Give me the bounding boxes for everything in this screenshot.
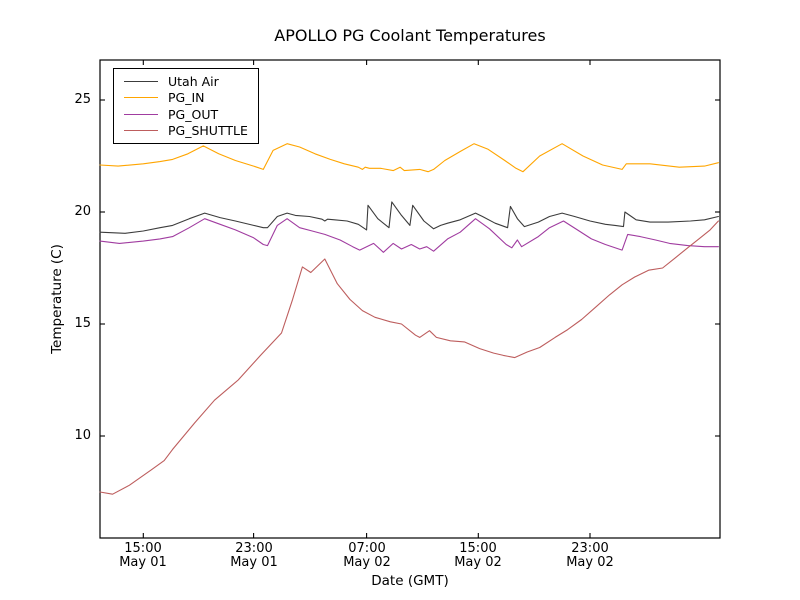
x-tick-time: 23:00 (235, 541, 273, 556)
x-tick-date: May 02 (343, 554, 391, 570)
legend-item-utah-air: Utah Air (124, 73, 248, 90)
series-line-pg-shuttle (99, 220, 719, 495)
legend-line-sample (124, 113, 158, 115)
y-tick-label: 20 (74, 204, 91, 219)
y-tick-label: 10 (74, 428, 91, 443)
x-tick-label: 15:00 May 02 (433, 542, 523, 569)
legend-label: Utah Air (168, 73, 219, 89)
legend-line-sample (124, 80, 158, 82)
legend: Utah Air PG_IN PG_OUT PG_SHUTTLE (113, 68, 259, 144)
x-tick-date: May 02 (454, 554, 502, 570)
chart-title: APOLLO PG Coolant Temperatures (274, 26, 546, 45)
legend-label: PG_SHUTTLE (168, 123, 248, 139)
series-line-utah-air (99, 201, 719, 234)
x-tick-time: 23:00 (571, 541, 609, 556)
y-tick-label: 25 (74, 92, 91, 107)
x-tick-label: 23:00 May 01 (209, 542, 299, 569)
x-tick-time: 15:00 (459, 541, 497, 556)
x-tick-time: 15:00 (124, 541, 162, 556)
x-tick-time: 07:00 (348, 541, 386, 556)
legend-label: PG_IN (168, 90, 205, 106)
x-tick-label: 23:00 May 02 (545, 542, 635, 569)
x-tick-label: 07:00 May 02 (322, 542, 412, 569)
legend-line-sample (124, 97, 158, 99)
x-tick-date: May 01 (119, 554, 167, 570)
series-line-pg-in (99, 143, 719, 173)
y-tick-label: 15 (74, 316, 91, 331)
y-axis-label: Temperature (C) (49, 244, 65, 354)
legend-item-pg-shuttle: PG_SHUTTLE (124, 123, 248, 140)
legend-label: PG_OUT (168, 106, 219, 122)
legend-line-sample (124, 130, 158, 132)
x-tick-date: May 01 (230, 554, 278, 570)
legend-item-pg-in: PG_IN (124, 90, 248, 107)
legend-item-pg-out: PG_OUT (124, 106, 248, 123)
series-line-pg-out (99, 218, 719, 253)
x-tick-date: May 02 (566, 554, 614, 570)
x-axis-label: Date (GMT) (371, 573, 449, 589)
plot-frame (99, 59, 721, 539)
x-tick-label: 15:00 May 01 (98, 542, 188, 569)
